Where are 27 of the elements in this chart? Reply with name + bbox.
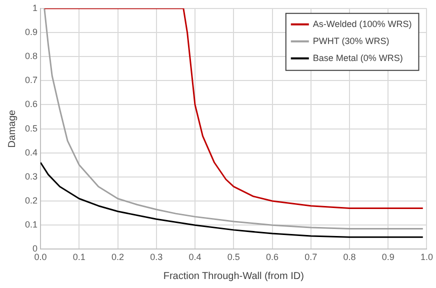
x-axis-title: Fraction Through-Wall (from ID) [163,270,304,282]
legend-label: As-Welded (100% WRS) [312,18,412,29]
x-tick-label: 0.2 [112,252,124,262]
y-tick-label: 0.7 [24,75,38,86]
y-tick-label: 0.8 [24,51,38,62]
x-tick-label: 0.7 [304,252,318,262]
legend-label: PWHT (30% WRS) [312,36,390,46]
y-tick-label: 0.4 [24,147,38,158]
y-tick-label: 0.6 [24,99,38,110]
x-tick-label: 0.1 [72,252,86,262]
x-tick-label: 1.0 [420,252,433,262]
x-tick-label: 0.9 [382,252,394,262]
y-tick-label: 0.3 [24,171,38,182]
x-tick-label: 0.6 [266,252,279,262]
x-tick-label: 0.0 [34,252,47,262]
x-tick-label: 0.8 [343,252,356,262]
y-axis-title: Damage [6,109,18,148]
y-tick-label: 1 [32,2,38,13]
y-tick-label: 0.1 [24,220,38,230]
legend-label: Base Metal (0% WRS) [312,52,403,63]
y-tick-label: 0.5 [24,123,38,134]
x-tick-label: 0.4 [188,252,202,262]
x-tick-label: 0.3 [150,252,163,262]
y-tick-label: 0.9 [24,26,38,37]
y-tick-label: 0 [32,244,38,254]
x-tick-label: 0.5 [227,252,240,262]
y-tick-label: 0.2 [24,196,38,206]
